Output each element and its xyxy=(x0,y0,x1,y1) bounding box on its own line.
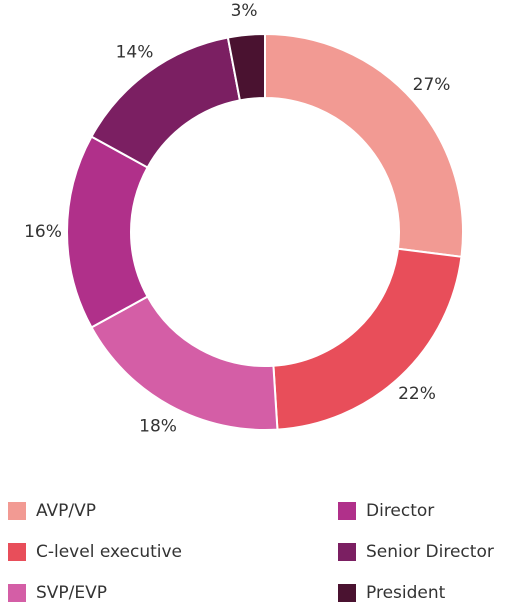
legend-swatch xyxy=(338,543,356,561)
legend-swatch xyxy=(338,502,356,520)
data-label: 3% xyxy=(231,1,258,21)
legend-swatch xyxy=(8,584,26,602)
legend-swatch xyxy=(8,502,26,520)
data-label: 27% xyxy=(413,75,451,95)
legend-label: Director xyxy=(366,501,434,521)
donut-segment xyxy=(264,32,464,258)
data-label: 22% xyxy=(398,384,436,404)
donut-segment xyxy=(66,135,149,329)
legend-label: C-level executive xyxy=(36,542,182,562)
legend-label: President xyxy=(366,583,446,603)
data-label: 16% xyxy=(24,222,62,242)
legend-swatch xyxy=(338,584,356,602)
legend-label: AVP/VP xyxy=(36,501,96,521)
legend-label: Senior Director xyxy=(366,542,494,562)
donut-segment xyxy=(226,32,266,102)
legend-swatch xyxy=(8,543,26,561)
data-label: 18% xyxy=(139,417,177,437)
donut-segment xyxy=(90,295,279,431)
legend-label: SVP/EVP xyxy=(36,583,107,603)
data-label: 14% xyxy=(116,42,154,62)
donut-segment xyxy=(90,36,242,169)
